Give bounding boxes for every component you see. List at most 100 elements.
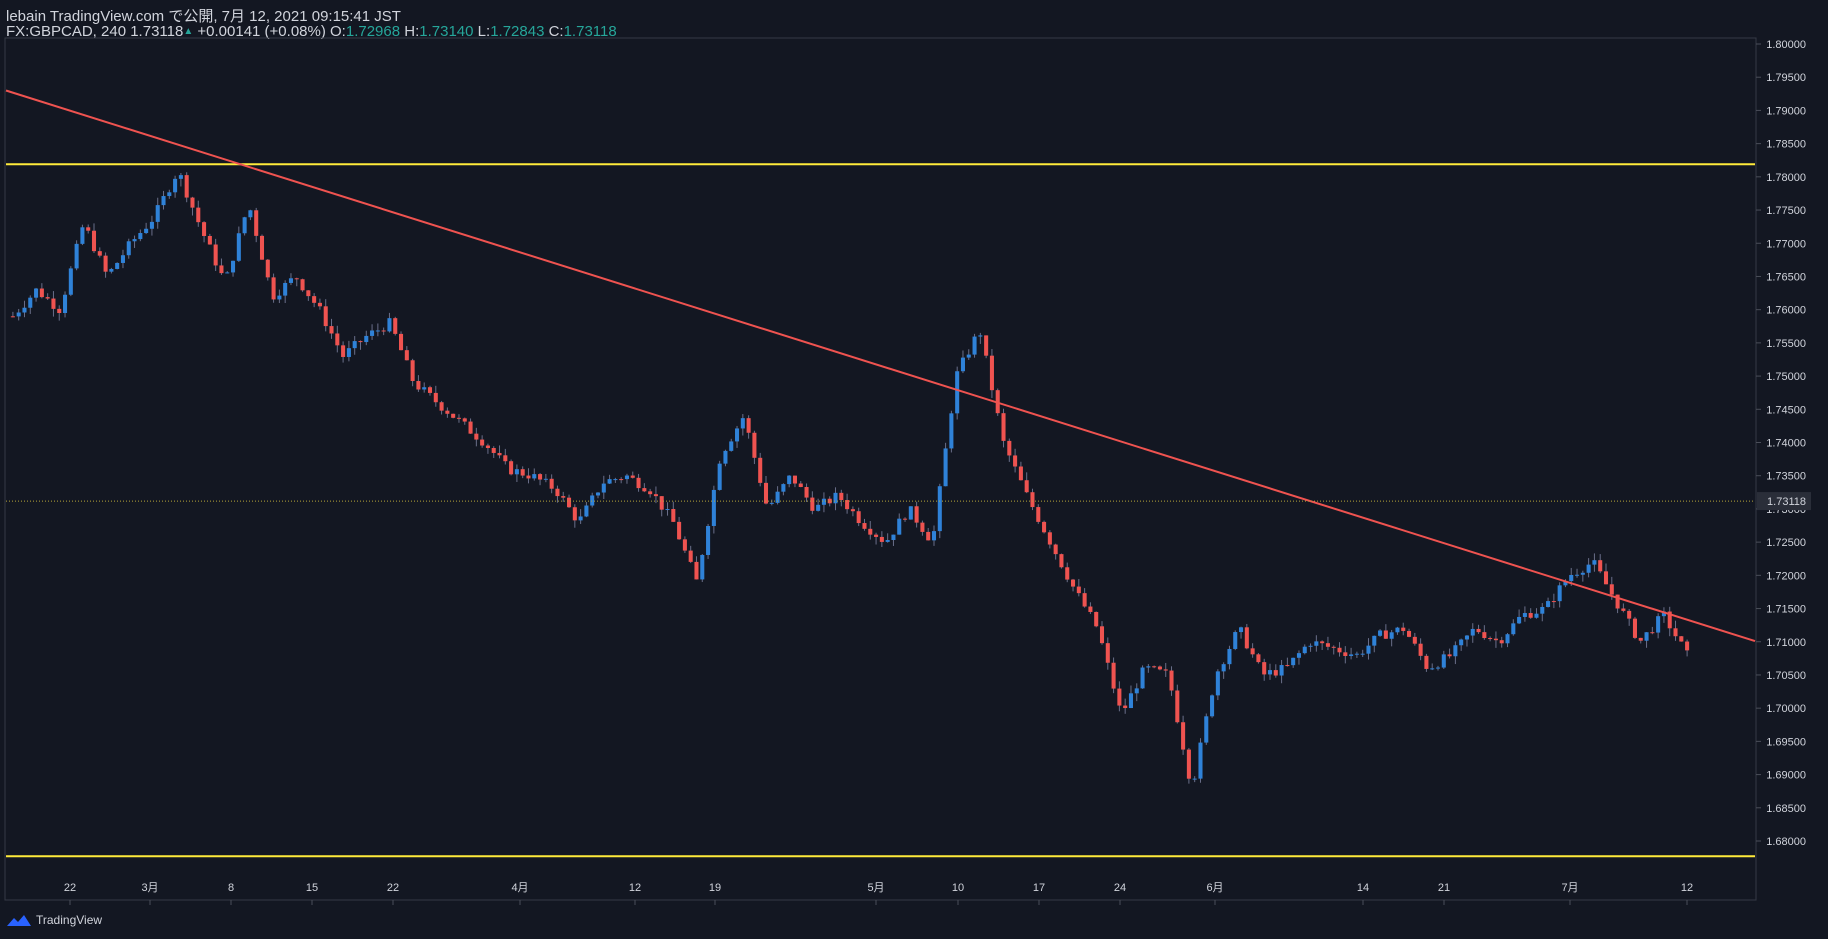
candle-down [86, 227, 91, 231]
candle-up [1441, 654, 1446, 668]
candle-up [1308, 645, 1313, 647]
candle-up [22, 307, 27, 313]
candle-down [468, 421, 473, 434]
candle-down [491, 448, 496, 453]
candle-down [1401, 627, 1406, 631]
time-tick-label: 5月 [867, 882, 884, 894]
symbol-line: FX:GBPCAD, 240 1.73118 [6, 23, 184, 40]
last-price-marker: 1.73118 [6, 492, 1811, 511]
candle-up [138, 233, 143, 240]
candle-up [543, 478, 548, 480]
candle-down [520, 469, 525, 476]
candle-up [787, 475, 792, 485]
candle-up [1134, 688, 1139, 694]
time-tick-label: 22 [387, 882, 399, 894]
candle-down [462, 418, 467, 422]
candle-up [1661, 611, 1666, 617]
candle-down [97, 251, 102, 256]
candle-up [422, 387, 427, 390]
candle-down [1163, 669, 1168, 671]
time-tick-label: 3月 [141, 882, 158, 894]
candle-down [630, 475, 635, 478]
candle-up [1354, 653, 1359, 655]
candle-down [1551, 601, 1556, 603]
candle-down [659, 496, 664, 510]
candle-down [1383, 630, 1388, 639]
price-tick-label: 1.74500 [1766, 404, 1806, 416]
candle-down [1076, 586, 1081, 594]
candle-down [1175, 690, 1180, 723]
price-tick-label: 1.69500 [1766, 736, 1806, 748]
candle-down [265, 259, 270, 278]
candle-up [1586, 564, 1591, 573]
candle-up [1453, 645, 1458, 657]
candle-down [503, 455, 508, 462]
candle-up [225, 272, 230, 274]
candle-down [746, 418, 751, 433]
candle-up [897, 518, 902, 535]
candle-down [451, 413, 456, 418]
price-axis: 1.80000 1.79500 1.79000 1.78500 1.78000 1.775… [1756, 39, 1806, 848]
candle-down [1488, 638, 1493, 640]
candle-up [80, 227, 85, 244]
candle-up [1279, 665, 1284, 676]
candle-down [926, 531, 931, 541]
candle-down [827, 498, 832, 504]
candle-up [1563, 581, 1568, 586]
candle-down [323, 306, 328, 327]
candle-up [126, 241, 131, 256]
candle-down [329, 326, 334, 334]
chart-header-ohlc: FX:GBPCAD, 240 1.73118▲ +0.00141 (+0.08%… [6, 23, 617, 40]
candle-down [1186, 749, 1191, 779]
candle-down [1244, 627, 1249, 649]
candle-up [700, 554, 705, 580]
price-tick-label: 1.78500 [1766, 139, 1806, 151]
candle-down [202, 222, 207, 236]
candle-down [526, 475, 531, 479]
candle-up [155, 205, 160, 222]
candle-down [1632, 618, 1637, 638]
candle-down [381, 330, 386, 332]
candle-down [1603, 571, 1609, 585]
candle-down [1018, 466, 1023, 481]
candle-up [706, 525, 711, 555]
candle-down [1123, 705, 1128, 709]
candle-down [1181, 722, 1186, 750]
candle-down [1169, 670, 1174, 691]
candle-down [856, 511, 861, 524]
candle-down [300, 279, 305, 291]
tradingview-brand[interactable]: TradingView [6, 912, 102, 928]
close-label: C: [548, 23, 564, 40]
brand-label: TradingView [36, 913, 103, 927]
up-arrow-icon: ▲ [183, 26, 194, 37]
candle-up [1227, 648, 1232, 665]
candle-down [804, 486, 809, 498]
candle-up [352, 341, 357, 349]
candle-up [149, 221, 154, 229]
change-value: +0.00141 (+0.08%) [197, 23, 326, 40]
candle-down [1673, 628, 1678, 637]
candle-up [16, 312, 21, 317]
time-tick-label: 7月 [1561, 882, 1578, 894]
candle-down [439, 402, 444, 411]
candle-up [109, 268, 114, 272]
candle-up [769, 502, 774, 504]
candle-down [1013, 455, 1018, 467]
candle-down [1679, 636, 1684, 642]
candle-up [740, 418, 745, 429]
low-label: L: [477, 23, 491, 40]
candle-up [34, 288, 39, 298]
candle-down [1157, 666, 1162, 670]
candle-up [277, 295, 282, 300]
candle-down [399, 333, 404, 351]
candle-up [711, 489, 716, 526]
candle-down [294, 278, 299, 280]
candle-down [219, 265, 224, 274]
candle-down [474, 433, 479, 440]
candle-up [1592, 560, 1597, 565]
price-tick-label: 1.77500 [1766, 205, 1806, 217]
candle-down [868, 528, 873, 535]
candle-up [132, 239, 137, 242]
candle-up [283, 282, 288, 296]
